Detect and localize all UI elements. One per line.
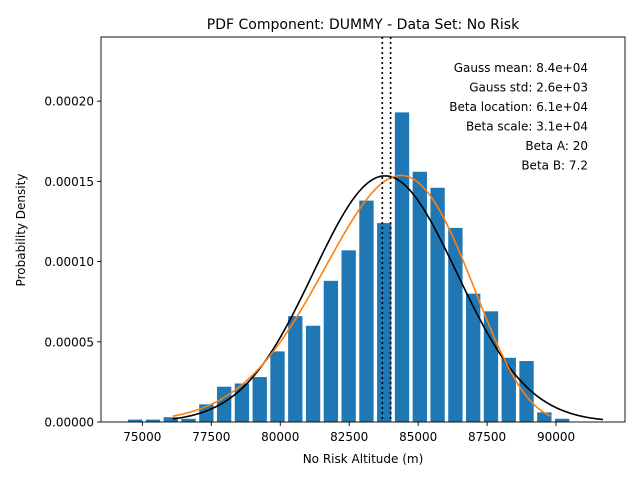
histogram-bar	[234, 383, 250, 422]
histogram-bar	[394, 112, 410, 422]
stat-annotation: Beta location: 6.1e+04	[449, 100, 588, 114]
histogram-bar	[270, 351, 285, 422]
histogram-bar	[163, 417, 178, 422]
histogram-bar	[412, 171, 427, 422]
stat-annotation: Beta A: 20	[525, 139, 588, 153]
histogram-bar	[466, 293, 481, 422]
chart-title: PDF Component: DUMMY - Data Set: No Risk	[207, 17, 520, 33]
stats-annotations: Gauss mean: 8.4e+04 Gauss std: 2.6e+03 Bet…	[449, 61, 588, 173]
gauss-pdf-curve	[172, 175, 604, 421]
stat-annotation: Gauss std: 2.6e+03	[469, 81, 588, 95]
histogram-bar	[323, 280, 339, 422]
histogram-bar	[430, 187, 445, 422]
histogram-bar	[554, 418, 570, 422]
stat-annotation: Gauss mean: 8.4e+04	[454, 61, 588, 75]
y-tick-label: 0.00010	[44, 255, 94, 269]
x-tick-label: 77500	[192, 430, 230, 444]
axes-frame	[100, 36, 626, 423]
histogram-bar	[145, 419, 161, 422]
histogram-bar	[377, 223, 392, 422]
histogram-bar	[128, 419, 143, 422]
y-tick-label: 0.00015	[44, 175, 94, 189]
x-tick-label: 90000	[537, 430, 575, 444]
histogram-bar	[341, 250, 356, 422]
beta-pdf-curve	[172, 174, 551, 417]
y-tick-label: 0.00005	[44, 335, 94, 349]
x-tick-label: 82500	[330, 430, 368, 444]
histogram-bar	[305, 325, 321, 422]
histogram-bar	[288, 316, 303, 422]
histogram-bar	[448, 227, 463, 422]
plot-area: 75000 77500 80000 82500 85000 87500 90000 0.000…	[44, 36, 626, 444]
stat-annotation: Beta scale: 3.1e+04	[466, 120, 588, 134]
x-tick-label: 75000	[123, 430, 161, 444]
y-tick-label: 0.00000	[44, 416, 94, 430]
histogram-bar	[252, 377, 267, 422]
x-tick-label: 87500	[468, 430, 506, 444]
x-axis-title: No Risk Altitude (m)	[303, 452, 424, 466]
histogram-bar	[181, 418, 196, 422]
y-tick-label: 0.00020	[44, 95, 94, 109]
x-tick-label: 85000	[399, 430, 437, 444]
y-axis-title: Probability Density	[14, 174, 28, 287]
histogram-bar	[359, 200, 374, 422]
x-tick-label: 80000	[261, 430, 299, 444]
stat-annotation: Beta B: 7.2	[521, 159, 588, 173]
histogram-bar	[537, 412, 552, 422]
histogram-bar	[519, 361, 534, 422]
